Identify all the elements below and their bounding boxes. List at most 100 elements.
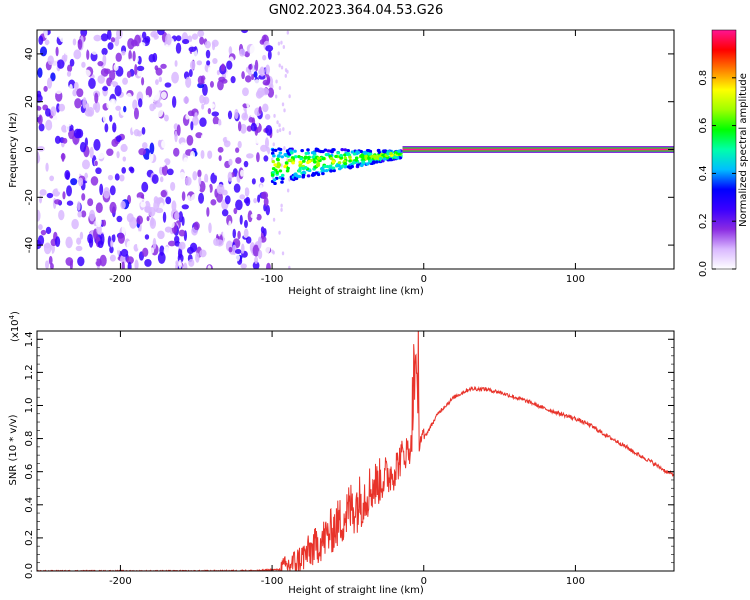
heatmap-cell <box>323 148 328 152</box>
heatmap-cell <box>337 167 342 171</box>
heatmap-cell <box>328 164 333 168</box>
heatmap-cell <box>257 238 262 249</box>
colorbar: 0.0 0.2 0.4 0.6 0.8 Normalized spectral ampl… <box>698 29 749 277</box>
heatmap-cell <box>37 110 40 118</box>
heatmap-cell <box>241 112 249 121</box>
y-tick-label: 0 <box>24 146 35 152</box>
heatmap-cell <box>324 169 329 173</box>
heatmap-cell <box>311 155 315 159</box>
heatmap-cell <box>278 147 283 152</box>
heatmap-cell <box>134 34 141 47</box>
heatmap-cell <box>89 131 93 138</box>
colorbar-ticks: 0.0 0.2 0.4 0.6 0.8 <box>698 70 736 277</box>
heatmap-cell <box>115 244 122 251</box>
heatmap-cell <box>89 253 93 265</box>
heatmap-cell <box>352 152 357 156</box>
heatmap-cell <box>58 263 63 269</box>
heatmap-cell <box>170 181 176 191</box>
heatmap-cell <box>59 30 66 43</box>
heatmap-cell <box>252 244 260 257</box>
heatmap-cell <box>262 79 270 86</box>
heatmap-cell <box>99 183 104 196</box>
snr-y-ticks: 0.0 0.2 0.4 0.6 0.8 1.0 1.2 1.4 <box>24 331 674 579</box>
y-tick-label: 0.4 <box>24 497 35 513</box>
heatmap-cell <box>272 142 275 147</box>
heatmap-cell <box>314 171 319 175</box>
heatmap-cell <box>79 141 87 153</box>
heatmap-cell <box>286 69 289 74</box>
heatmap-cell <box>242 87 249 97</box>
heatmap-cell <box>212 42 216 51</box>
heatmap-cell <box>74 98 82 109</box>
heatmap-cell <box>193 183 201 193</box>
heatmap-cell <box>306 148 310 152</box>
heatmap-cell <box>155 207 164 214</box>
heatmap-cell <box>148 151 154 163</box>
heatmap-cell <box>265 45 274 52</box>
heatmap-cell <box>175 35 182 42</box>
heatmap-cell <box>66 185 72 197</box>
heatmap-cell <box>306 155 311 160</box>
heatmap-cell <box>270 173 275 177</box>
heatmap-cell <box>240 243 245 254</box>
heatmap-cell <box>164 82 172 88</box>
heatmap-cell <box>107 30 112 40</box>
heatmap-cell <box>187 110 195 117</box>
heatmap-cell <box>37 151 40 164</box>
heatmap-cell <box>276 129 279 134</box>
heatmap-cell <box>256 213 262 221</box>
heatmap-cell <box>278 169 283 173</box>
heatmap-cell <box>145 94 150 102</box>
heatmap-cell <box>113 63 119 71</box>
heatmap-cell <box>304 151 309 156</box>
heatmap-cell <box>226 60 233 70</box>
heatmap-cell <box>54 135 61 144</box>
heatmap-cell <box>303 155 308 159</box>
heatmap-cell <box>159 176 164 183</box>
heatmap-cell <box>66 71 72 77</box>
heatmap-cell <box>271 170 276 175</box>
heatmap-cell <box>58 243 66 251</box>
heatmap-cell <box>155 67 163 76</box>
heatmap-cell <box>236 75 240 88</box>
heatmap-cell <box>220 99 229 105</box>
heatmap-cell <box>87 233 93 244</box>
heatmap-cell <box>198 176 202 185</box>
heatmap-cell <box>285 169 290 173</box>
heatmap-cell <box>260 226 265 234</box>
heatmap-cell <box>283 146 286 151</box>
heatmap-cell <box>73 49 82 60</box>
heatmap-cell <box>140 201 146 208</box>
heatmap-cell <box>106 148 114 156</box>
heatmap-cell <box>221 209 229 217</box>
heatmap-cell <box>82 159 90 170</box>
heatmap-cell <box>87 39 92 52</box>
heatmap-cell <box>306 174 311 178</box>
heatmap-cell <box>251 178 256 185</box>
heatmap-cell <box>39 189 47 196</box>
heatmap-cell <box>79 231 84 240</box>
heatmap-cell <box>175 112 180 119</box>
heatmap-cell <box>200 133 208 142</box>
heatmap-cell <box>233 207 238 215</box>
heatmap-cell <box>363 151 367 155</box>
heatmap-cell <box>152 237 157 250</box>
heatmap-cell <box>114 36 120 47</box>
heatmap-cell <box>188 258 195 267</box>
y-tick-label: 0.6 <box>24 464 35 480</box>
heatmap-cell <box>144 258 152 267</box>
heatmap-cell <box>178 259 182 269</box>
heatmap-cell <box>120 254 127 264</box>
colorbar-gradient <box>711 29 737 270</box>
heatmap-cell <box>47 42 56 49</box>
heatmap-cell <box>302 159 306 163</box>
colorbar-tick-label: 0.6 <box>698 118 709 134</box>
heatmap-cell <box>201 259 208 267</box>
heatmap-cell <box>256 152 260 163</box>
heatmap-cell <box>273 113 276 118</box>
heatmap-cell <box>164 44 170 52</box>
heatmap-cell <box>359 149 363 154</box>
heatmap-cell <box>64 169 71 180</box>
heatmap-cell <box>99 254 107 267</box>
